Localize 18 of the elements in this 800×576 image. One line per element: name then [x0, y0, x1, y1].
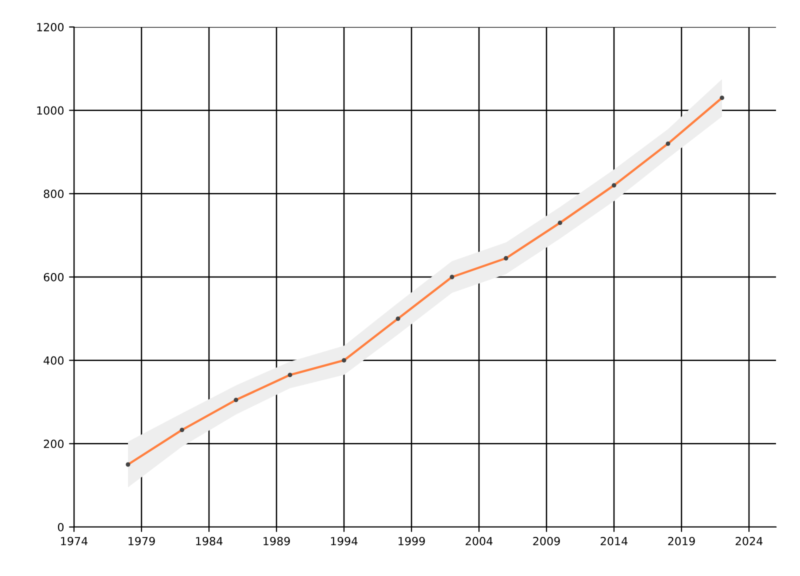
x-tick-label: 2009	[533, 536, 560, 546]
y-tick-label: 1000	[37, 106, 64, 115]
y-tick-label: 800	[44, 190, 64, 198]
x-tick-label: 2019	[668, 536, 695, 546]
y-tick-label: 600	[44, 272, 64, 282]
x-tick-label: 1979	[128, 536, 155, 546]
x-tick-label: 2024	[736, 536, 763, 546]
x-tick-label: 1989	[264, 536, 290, 546]
y-tick-label: 400	[44, 356, 64, 365]
x-tick-label: 2014	[600, 536, 628, 546]
y-tick-label: 0	[58, 522, 64, 532]
x-tick-label: 1974	[61, 536, 88, 546]
y-tick-label: 1200	[37, 22, 64, 32]
x-tick-label: 2004	[466, 536, 493, 546]
x-tick-label: 1984	[196, 536, 223, 546]
y-tick-label: 200	[44, 440, 64, 448]
x-tick-label: 1994	[331, 536, 358, 546]
x-tick-label: 1999	[398, 536, 425, 546]
